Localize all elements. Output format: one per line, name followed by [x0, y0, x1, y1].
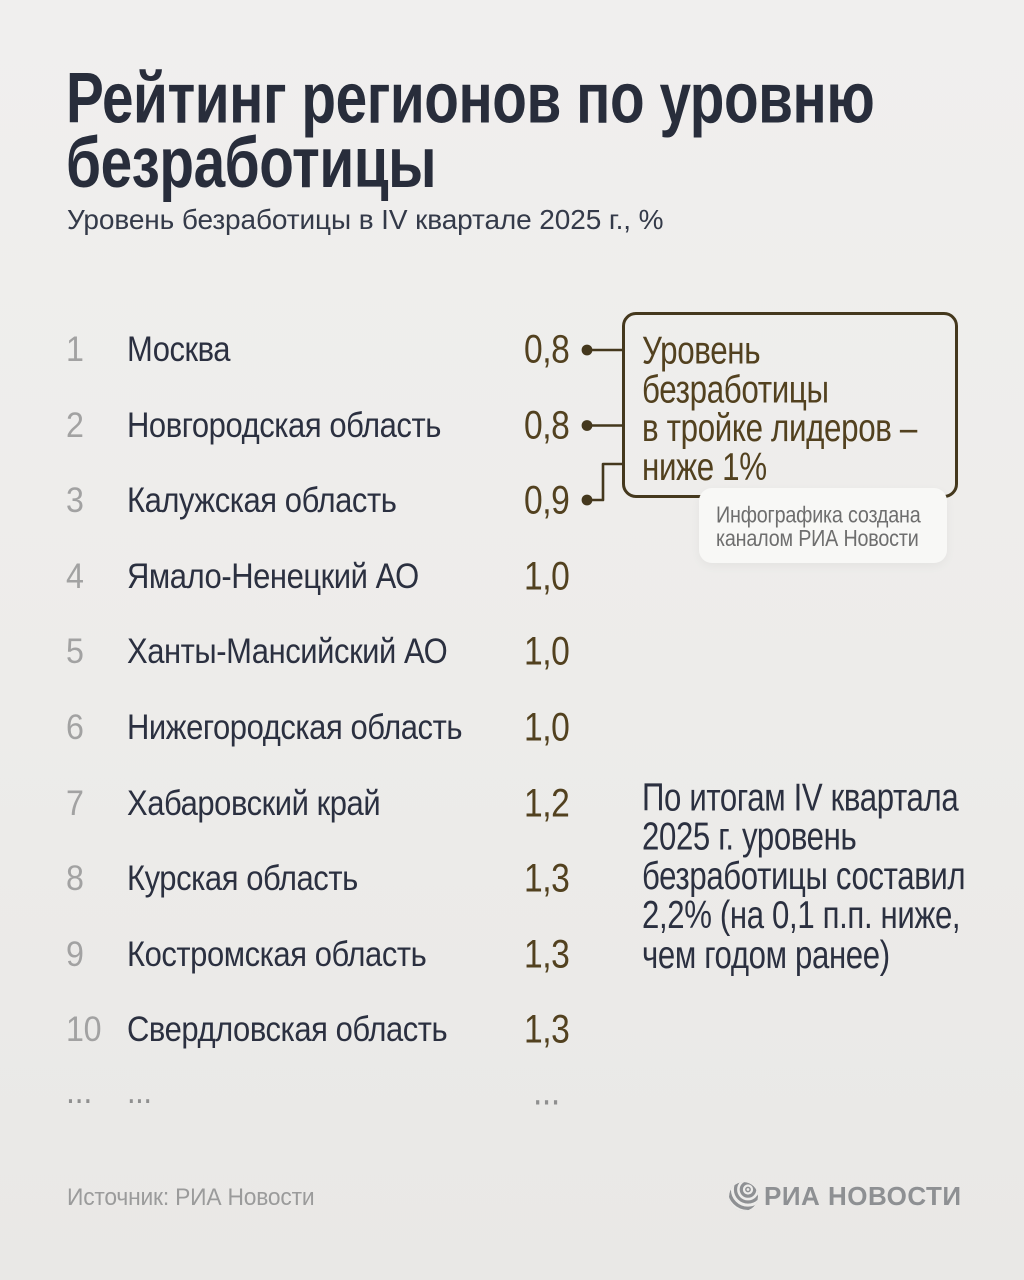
row-value: 0,9 [524, 478, 570, 523]
ria-globe-icon [729, 1181, 758, 1211]
row-region: Калужская область [127, 481, 397, 521]
row-value: 0,8 [524, 327, 570, 372]
row-rank: 5 [66, 632, 84, 672]
row-value: 1,3 [524, 856, 570, 901]
row-region: Хабаровский край [127, 783, 381, 823]
row-rank: 1 [66, 330, 84, 369]
row-rank: 7 [66, 783, 84, 823]
row-rank: 10 [66, 1010, 102, 1050]
row-rank: 6 [66, 708, 84, 747]
row-rank: 8 [66, 859, 84, 899]
page-subtitle: Уровень безработицы в IV квартале 2025 г… [67, 204, 664, 235]
row-value: 1,2 [524, 781, 570, 826]
connector-dot-2 [581, 420, 593, 431]
row-region: ... [127, 1072, 152, 1111]
row-region: Новгородская область [127, 405, 441, 445]
row-value: ... [533, 1069, 560, 1114]
ria-novosti-logo: РИА НОВОСТИ [729, 1181, 961, 1211]
row-region: Курская область [127, 859, 358, 899]
credit-badge [699, 488, 947, 563]
connector-dot-1 [581, 344, 593, 356]
row-rank: 3 [66, 481, 84, 521]
row-value: 1,0 [524, 554, 570, 599]
ria-logo-text: РИА НОВОСТИ [764, 1180, 962, 1211]
row-region: Москва [127, 330, 231, 369]
source-label: Источник: РИА Новости [67, 1184, 315, 1211]
row-rank: 9 [66, 934, 84, 974]
page-title: Рейтинг регионов по уровню безработицы [66, 59, 875, 203]
row-value: 1,0 [524, 705, 570, 750]
row-region: Ханты-Мансийский АО [127, 632, 448, 672]
row-rank: ... [66, 1072, 93, 1111]
row-value: 1,3 [524, 932, 570, 977]
row-value: 0,8 [524, 403, 570, 448]
row-region: Костромская область [127, 934, 427, 974]
row-rank: 4 [66, 556, 84, 596]
credit-badge-text: Инфографика создана каналом РИА Новости [716, 502, 921, 552]
connector-dot-3 [581, 494, 593, 506]
row-region: Ямало-Ненецкий АО [127, 556, 419, 596]
row-region: Нижегородская область [127, 708, 463, 747]
row-rank: 2 [66, 405, 84, 445]
row-value: 1,0 [524, 629, 570, 674]
row-region: Свердловская область [127, 1010, 448, 1050]
note-text: По итогам IV квартала 2025 г. уровень бе… [642, 774, 966, 977]
callout-text: Уровень безработицы в тройке лидеров – н… [642, 327, 918, 489]
row-value: 1,3 [524, 1007, 570, 1052]
